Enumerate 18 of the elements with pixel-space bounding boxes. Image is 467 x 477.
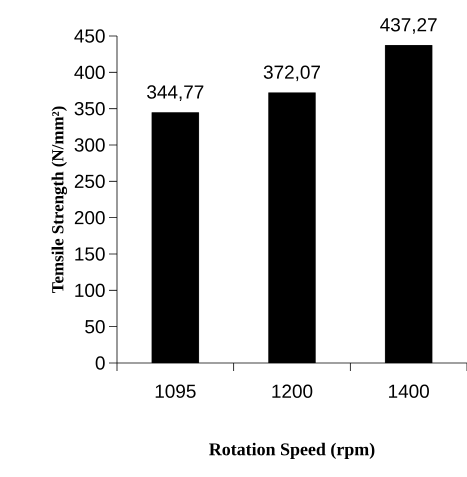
x-tick-label: 1400 bbox=[389, 384, 429, 398]
x-axis-title: Rotation Speed (rpm) bbox=[209, 442, 374, 460]
x-tick-label: 1200 bbox=[272, 384, 312, 398]
y-tick-label: 200 bbox=[74, 210, 105, 224]
y-tick-label: 350 bbox=[74, 102, 105, 116]
y-tick-label: 300 bbox=[74, 138, 105, 152]
y-tick-label: 100 bbox=[75, 284, 105, 298]
y-tick-label: 0 bbox=[96, 356, 105, 370]
data-label: 344,77 bbox=[147, 85, 204, 101]
x-tick-label: 1095 bbox=[156, 384, 196, 398]
y-axis-title: Temsile Strength (N/mm²) bbox=[52, 106, 68, 294]
data-label: 437,27 bbox=[380, 18, 437, 34]
y-tick-label: 150 bbox=[75, 247, 105, 261]
data-label: 372,07 bbox=[264, 65, 320, 82]
y-tick-label: 50 bbox=[85, 320, 105, 334]
y-tick-label: 250 bbox=[74, 174, 105, 188]
y-tick-label: 450 bbox=[74, 29, 105, 43]
y-tick-label: 400 bbox=[74, 66, 105, 80]
